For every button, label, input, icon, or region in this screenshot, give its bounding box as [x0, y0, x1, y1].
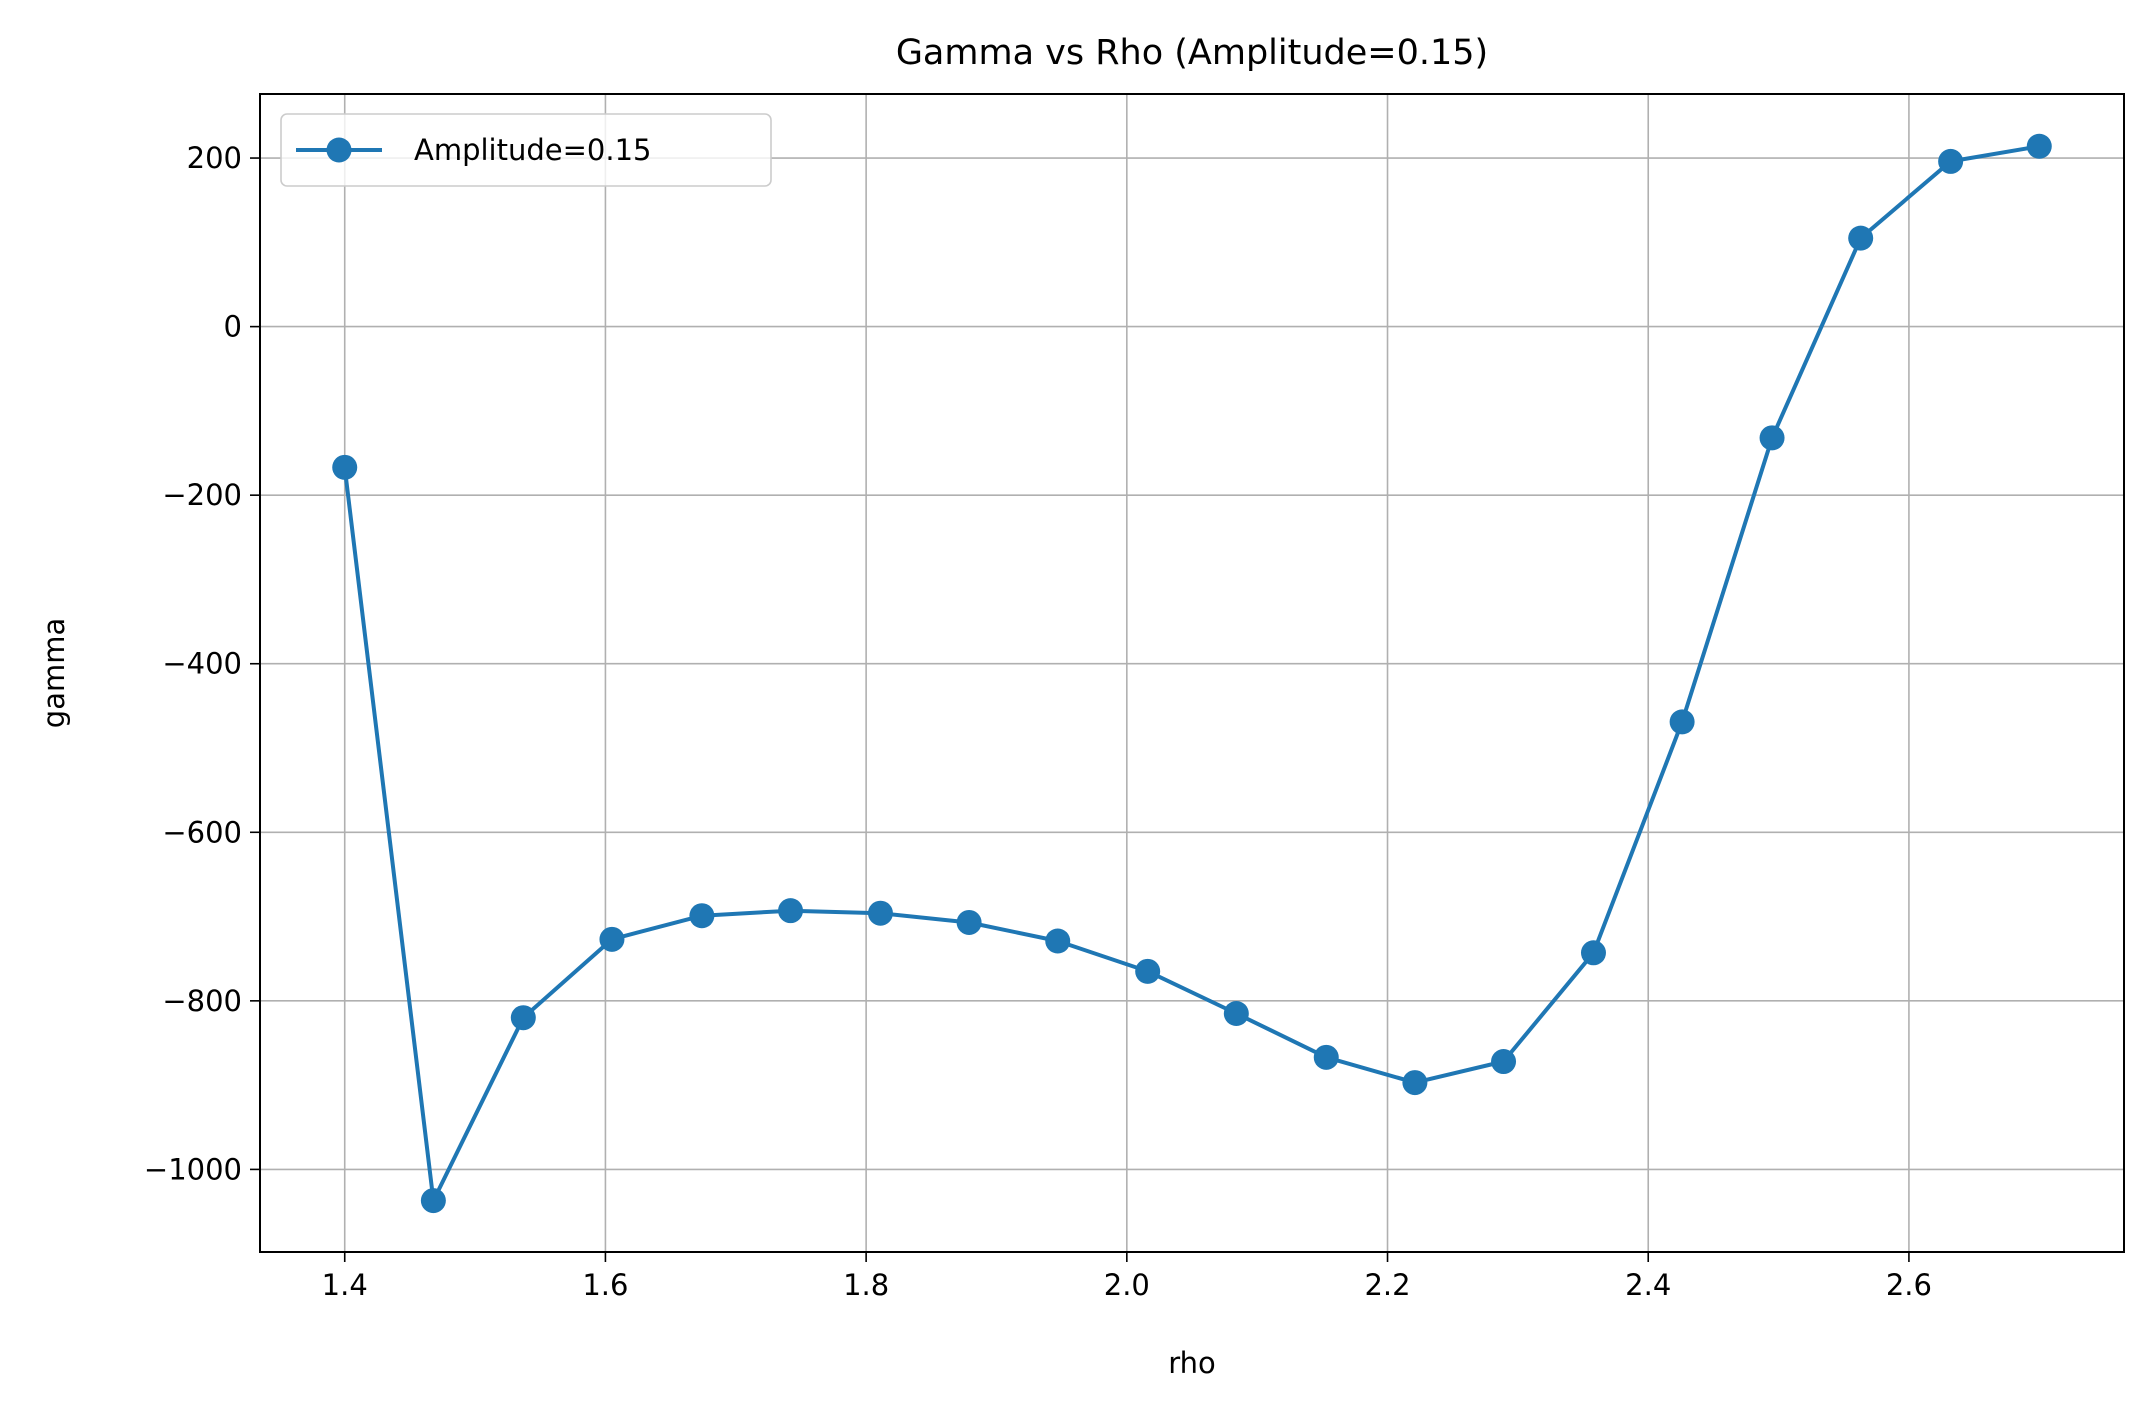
y-tick-label: −200 [162, 478, 242, 512]
data-point [1223, 1000, 1249, 1026]
ticks: 1.4 1.6 1.8 2.0 2.2 2.4 2.6 200 0 −200 −400 −600 −80… [144, 141, 1932, 1302]
data-point [1135, 958, 1161, 984]
y-tick-label: −1000 [144, 1152, 242, 1186]
data-point [1313, 1044, 1339, 1070]
chart-title: Gamma vs Rho (Amplitude=0.15) [896, 33, 1488, 73]
plot-frame [259, 93, 2125, 1253]
data-point [956, 909, 982, 935]
data-point [1402, 1070, 1428, 1096]
data-point [1848, 225, 1874, 251]
data-point [1580, 940, 1606, 966]
data-point [867, 900, 893, 926]
data-point [689, 903, 715, 929]
y-tick-label: −600 [162, 815, 242, 849]
data-point [1938, 148, 1964, 174]
legend-label: Amplitude=0.15 [414, 133, 651, 167]
y-tick-label: 200 [187, 141, 242, 175]
data-point [1491, 1049, 1517, 1075]
x-tick-label: 2.2 [1364, 1268, 1410, 1302]
y-tick-label: −400 [162, 647, 242, 681]
grid [260, 94, 2124, 1252]
data-point [1045, 928, 1071, 954]
data-point [1759, 425, 1785, 451]
legend: Amplitude=0.15 [280, 113, 772, 187]
data-point [420, 1188, 446, 1214]
y-tick-label: 0 [224, 310, 242, 344]
x-tick-label: 1.8 [843, 1268, 889, 1302]
data-point [778, 898, 804, 924]
x-axis-label: rho [1168, 1346, 1216, 1380]
x-tick-label: 2.4 [1625, 1268, 1671, 1302]
data-point [599, 926, 625, 952]
legend-box [280, 113, 772, 187]
x-tick-label: 2.0 [1104, 1268, 1150, 1302]
data-point [2026, 133, 2052, 159]
x-tick-label: 1.4 [322, 1268, 368, 1302]
data-point [510, 1005, 536, 1031]
x-tick-label: 2.6 [1886, 1268, 1932, 1302]
series-layer [332, 133, 2052, 1214]
data-point [1669, 709, 1695, 735]
x-tick-label: 1.6 [582, 1268, 628, 1302]
series-line [342, 144, 2040, 1203]
legend-marker [326, 137, 352, 163]
y-tick-label: −800 [162, 984, 242, 1018]
y-axis-label: gamma [37, 618, 71, 728]
data-point [332, 454, 358, 480]
